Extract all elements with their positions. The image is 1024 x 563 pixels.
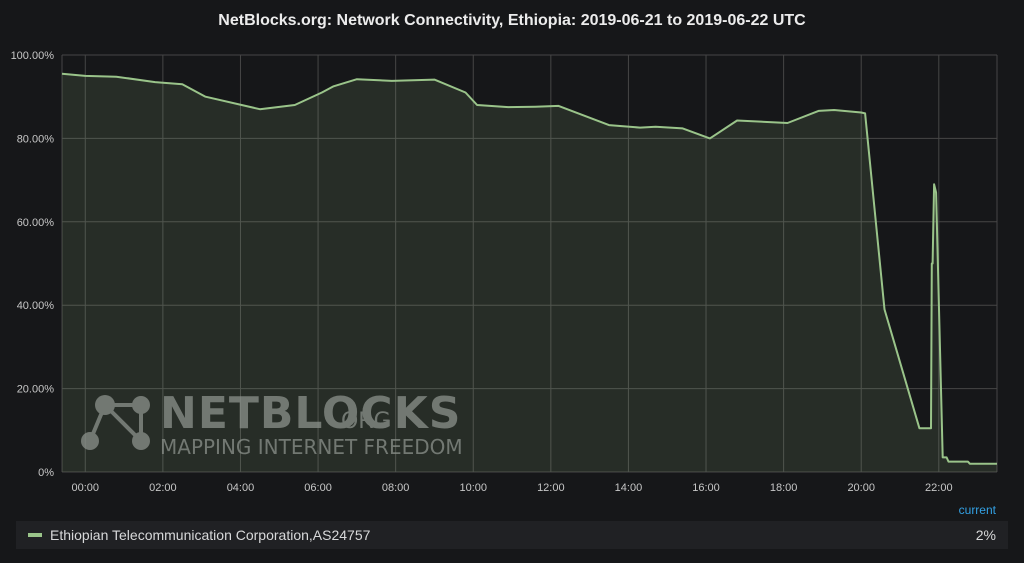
x-tick-label: 12:00	[537, 482, 565, 494]
y-tick-label: 0%	[38, 467, 54, 479]
netblocks-watermark: NETBLOCKS .ORG MAPPING INTERNET FREEDOM	[81, 388, 463, 459]
legend-entry[interactable]: Ethiopian Telecommunication Corporation,…	[16, 521, 1008, 549]
watermark-suffix: .ORG	[334, 409, 391, 434]
series-layer	[61, 72, 997, 473]
x-tick-label: 22:00	[925, 482, 953, 494]
y-axis: 0% 20.00% 40.00% 60.00% 80.00% 100.00%	[11, 50, 55, 479]
series-area	[62, 73, 997, 473]
x-tick-label: 14:00	[615, 482, 643, 494]
y-tick-label: 40.00%	[17, 300, 55, 312]
y-tick-label: 80.00%	[17, 133, 55, 145]
x-tick-label: 08:00	[382, 482, 410, 494]
chart-title: NetBlocks.org: Network Connectivity, Eth…	[218, 12, 806, 29]
x-tick-label: 06:00	[304, 482, 332, 494]
x-tick-label: 00:00	[72, 482, 100, 494]
x-tick-label: 18:00	[770, 482, 798, 494]
y-tick-label: 60.00%	[17, 217, 55, 229]
legend-swatch	[28, 533, 42, 537]
y-tick-label: 100.00%	[11, 50, 55, 62]
series-line	[61, 72, 997, 465]
legend-current-header[interactable]: current	[958, 503, 996, 517]
x-tick-label: 02:00	[149, 482, 177, 494]
x-tick-label: 16:00	[692, 482, 720, 494]
netblocks-logo-icon	[81, 395, 150, 450]
grid	[61, 54, 998, 473]
watermark-tagline: MAPPING INTERNET FREEDOM	[160, 435, 463, 459]
watermark-brand: NETBLOCKS	[160, 388, 461, 439]
legend-series-name[interactable]: Ethiopian Telecommunication Corporation,…	[50, 527, 371, 543]
legend-current-value: 2%	[975, 527, 996, 543]
y-tick-label: 20.00%	[17, 384, 55, 396]
connectivity-chart: NETBLOCKS .ORG MAPPING INTERNET FREEDOM …	[11, 50, 998, 494]
x-tick-label: 20:00	[847, 482, 875, 494]
x-tick-label: 04:00	[227, 482, 255, 494]
x-axis: 00:00 02:00 04:00 06:00 08:00 10:00 12:00 14:00…	[72, 482, 953, 494]
x-tick-label: 10:00	[459, 482, 487, 494]
